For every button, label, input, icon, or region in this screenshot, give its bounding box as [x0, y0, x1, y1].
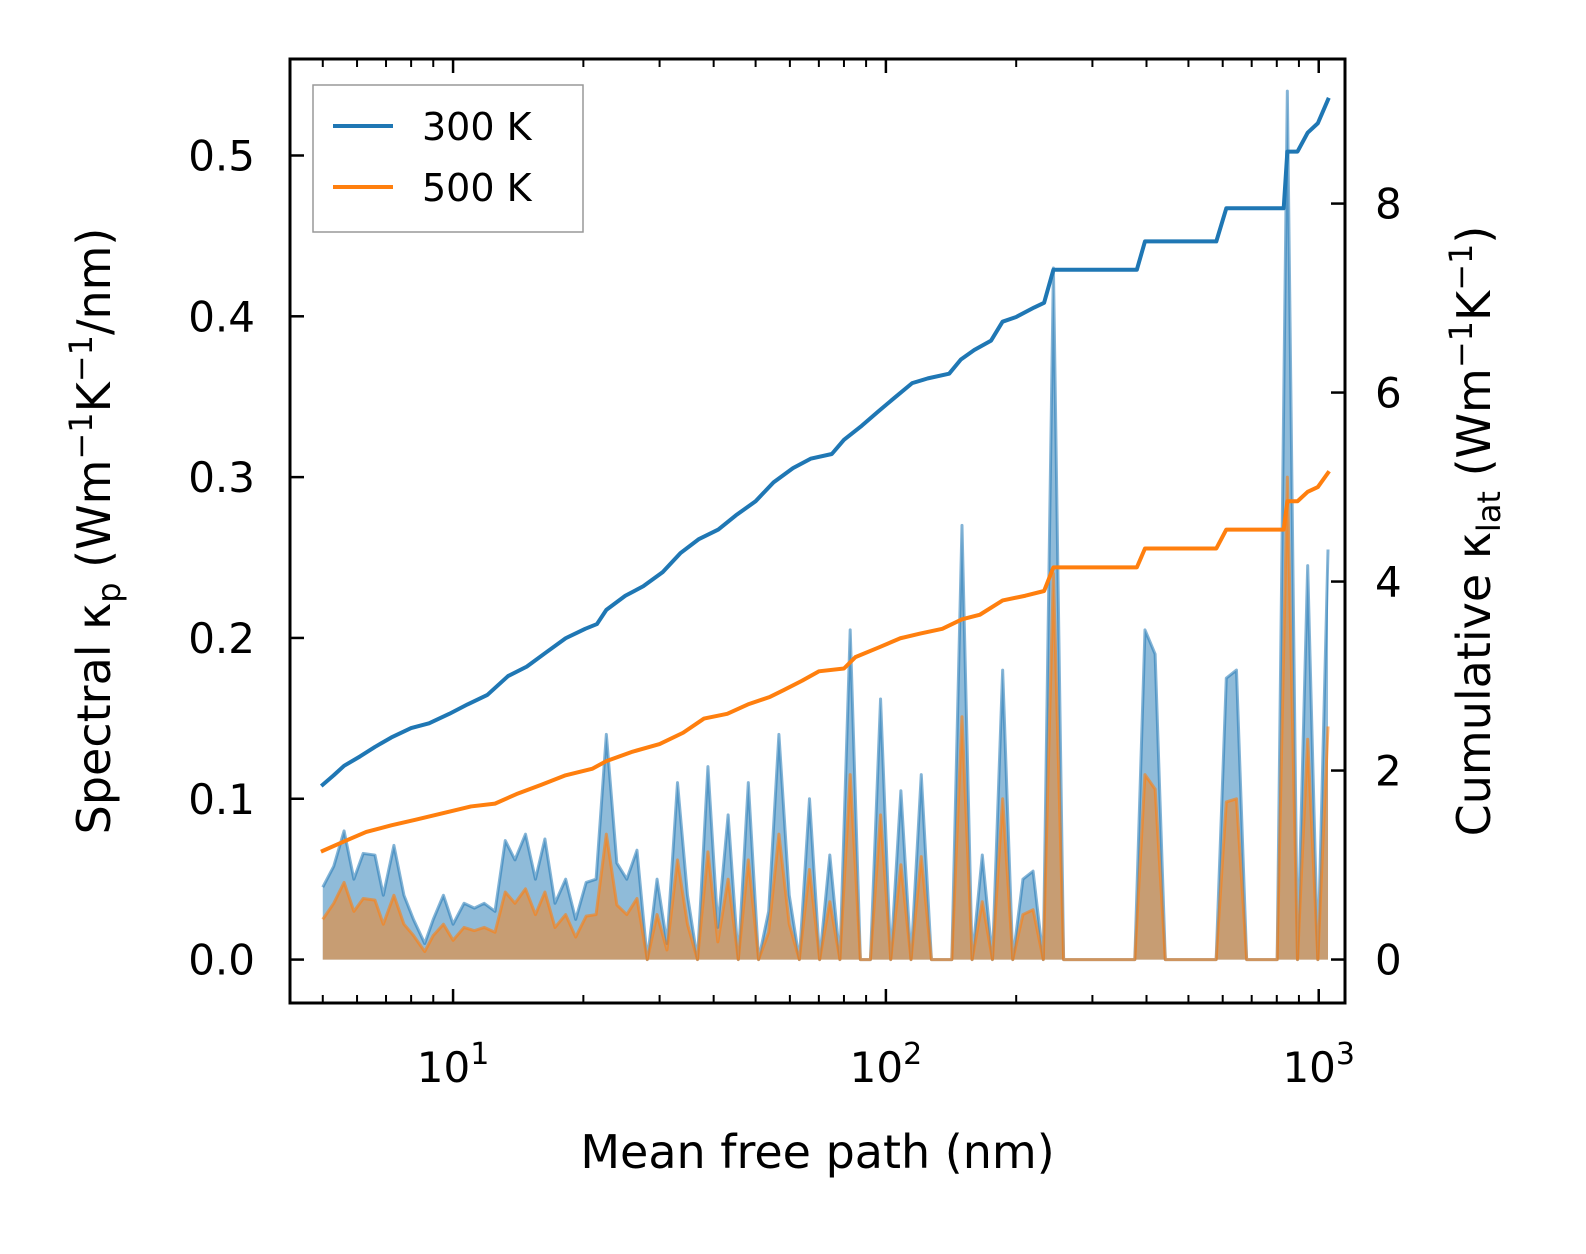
- y-left-axis-title-text: (Wm: [67, 460, 121, 583]
- legend-label: 500 K: [422, 166, 533, 210]
- y-right-axis-title-text: K: [1447, 289, 1501, 321]
- x-tick-base: 10: [1282, 1043, 1335, 1092]
- y-left-tick-label: 0.2: [188, 614, 255, 663]
- x-tick-exponent: 3: [1336, 1037, 1355, 1072]
- cumulative-line-500k: [320, 470, 1331, 854]
- x-tick-exponent: 1: [470, 1037, 489, 1072]
- y-left-axis-title-text: K: [67, 380, 121, 412]
- y-right-tick-label: 8: [1375, 180, 1402, 229]
- y-left-tick-label: 0.0: [188, 936, 255, 985]
- x-tick-label: 102: [850, 1037, 923, 1092]
- x-tick-base: 10: [850, 1043, 903, 1092]
- x-axis-title: Mean free path (nm): [580, 1125, 1054, 1179]
- y-left-axis-title-superscript: −1: [62, 412, 100, 459]
- x-tick-label: 101: [417, 1037, 490, 1092]
- y-right-axis-title-subscript: lat: [1470, 491, 1508, 532]
- cumulative-line-300k: [319, 97, 1331, 788]
- y-right-axis-title-superscript: −1: [1442, 321, 1480, 368]
- y-right-axis-title: Cumulative κlat (Wm−1K−1): [1442, 226, 1508, 837]
- y-right-tick-label: 6: [1375, 369, 1402, 418]
- y-left-tick-label: 0.4: [188, 292, 255, 341]
- x-tick-label: 103: [1282, 1037, 1355, 1092]
- spectral-line-300k: [321, 89, 1330, 962]
- y-right-tick-label: 4: [1375, 558, 1402, 607]
- y-right-tick-label: 0: [1375, 936, 1402, 985]
- legend: 300 K 500 K: [312, 84, 584, 233]
- x-tick-base: 10: [417, 1043, 470, 1092]
- y-left-tick-label: 0.1: [188, 775, 255, 824]
- y-left-axis-title-text: /nm): [67, 228, 121, 335]
- plot-area: [319, 89, 1331, 962]
- legend-label: 300 K: [422, 105, 533, 149]
- y-left-axis-title: Spectral κp (Wm−1K−1/nm): [62, 228, 128, 835]
- y-left-tick-label: 0.3: [188, 453, 255, 502]
- y-right-axis-title-superscript: −1: [1442, 244, 1480, 291]
- axes-frame: [288, 57, 1347, 1005]
- y-right-axis-title-text: ): [1447, 226, 1501, 244]
- legend-box: [312, 84, 584, 233]
- spectral-line-500k: [321, 475, 1330, 962]
- spectral-area-500k: [322, 477, 1329, 960]
- x-tick-exponent: 2: [903, 1037, 922, 1072]
- y-right-axis-title-text: (Wm: [1447, 368, 1501, 491]
- y-left-axis-title-subscript: p: [90, 582, 128, 602]
- y-left-axis-title-superscript: −1: [62, 335, 100, 382]
- y-left-axis-title-text: Spectral κ: [67, 603, 121, 835]
- y-right-tick-label: 2: [1375, 747, 1402, 796]
- y-left-tick-label: 0.5: [188, 131, 255, 180]
- y-right-axis-title-text: Cumulative κ: [1447, 532, 1501, 836]
- plot-content: [319, 89, 1331, 962]
